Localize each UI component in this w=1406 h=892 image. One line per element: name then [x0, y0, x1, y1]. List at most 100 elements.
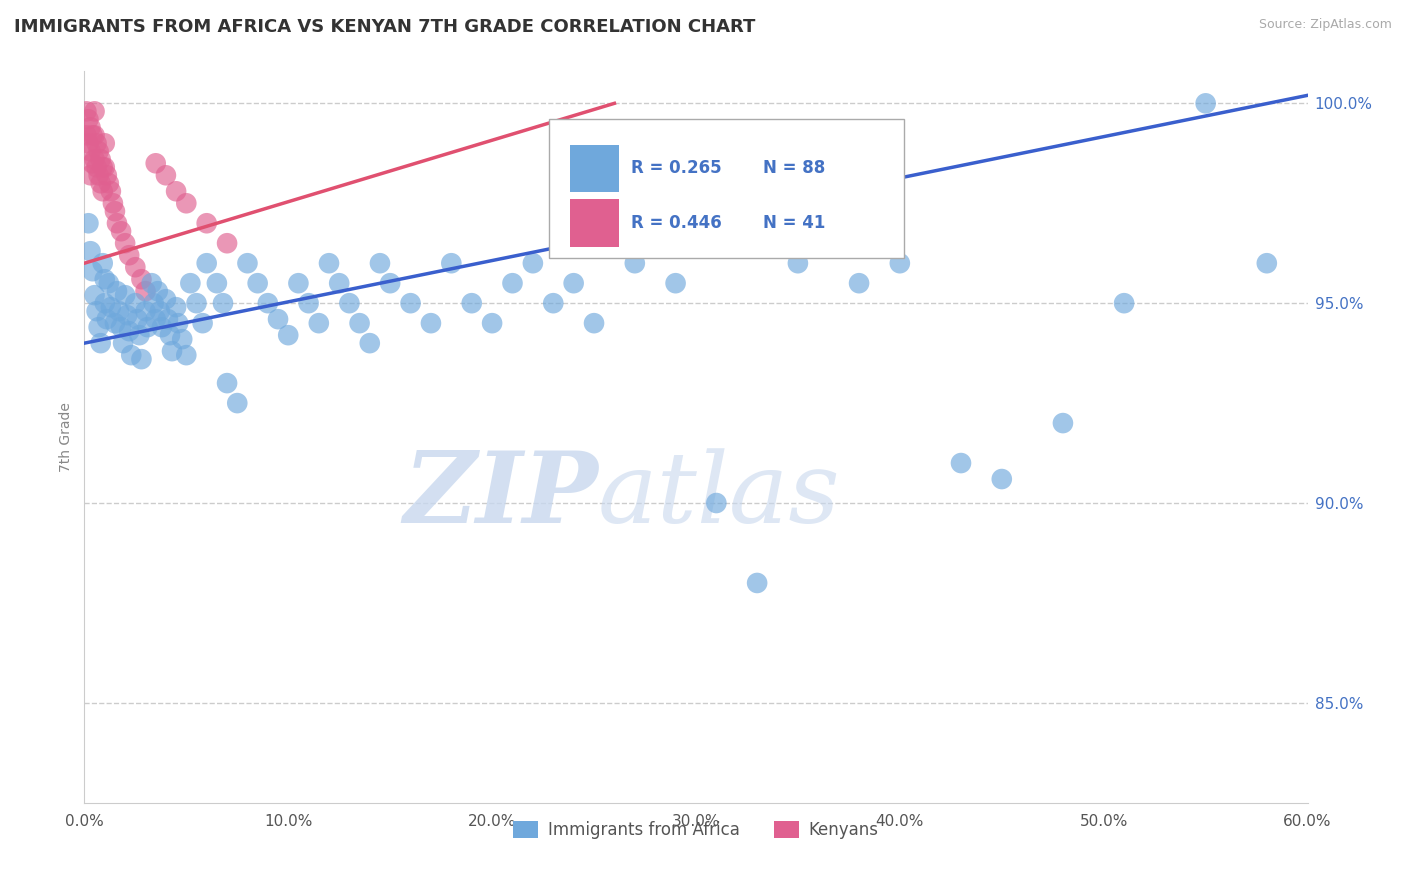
Y-axis label: 7th Grade: 7th Grade: [59, 402, 73, 472]
Point: [481, 316, 503, 330]
Text: N = 41: N = 41: [763, 214, 825, 233]
Point: [118, 248, 141, 262]
FancyBboxPatch shape: [569, 145, 619, 192]
Point: [86, 136, 108, 151]
Point: [82, 128, 104, 143]
Point: [502, 276, 524, 290]
Point: [135, 304, 157, 318]
Point: [226, 396, 249, 410]
Point: [128, 328, 150, 343]
Point: [79, 169, 101, 183]
Point: [97, 276, 120, 290]
Point: [217, 376, 239, 391]
Point: [101, 196, 124, 211]
Point: [142, 296, 165, 310]
Point: [461, 296, 484, 310]
Point: [287, 276, 309, 290]
Text: Source: ZipAtlas.com: Source: ZipAtlas.com: [1258, 18, 1392, 31]
Point: [165, 300, 187, 314]
Point: [308, 316, 330, 330]
Point: [155, 169, 177, 183]
Point: [160, 344, 183, 359]
Point: [1195, 96, 1218, 111]
Point: [108, 304, 131, 318]
Point: [114, 236, 136, 251]
Point: [141, 276, 163, 290]
Point: [131, 352, 153, 367]
Point: [562, 276, 585, 290]
Point: [75, 104, 97, 119]
Text: atlas: atlas: [598, 448, 841, 543]
Point: [93, 136, 115, 151]
Point: [991, 472, 1014, 486]
Point: [79, 120, 101, 135]
Point: [79, 244, 101, 259]
Point: [145, 156, 167, 170]
Point: [167, 316, 190, 330]
Point: [149, 304, 172, 318]
Point: [77, 216, 100, 230]
Point: [87, 145, 110, 159]
Point: [399, 296, 422, 310]
Point: [848, 276, 870, 290]
Point: [156, 312, 179, 326]
Point: [110, 320, 132, 334]
Point: [93, 272, 115, 286]
Point: [583, 216, 606, 230]
Point: [100, 300, 122, 314]
Point: [328, 276, 350, 290]
Text: R = 0.265: R = 0.265: [631, 159, 721, 177]
Point: [79, 145, 101, 159]
Point: [212, 296, 235, 310]
Point: [104, 204, 127, 219]
Point: [217, 236, 239, 251]
Point: [155, 292, 177, 306]
Point: [747, 576, 769, 591]
Point: [87, 320, 110, 334]
Point: [93, 296, 115, 310]
Point: [105, 216, 128, 230]
Point: [115, 308, 138, 322]
Point: [665, 276, 688, 290]
Point: [165, 184, 187, 198]
Point: [191, 316, 214, 330]
Point: [90, 176, 112, 190]
Text: R = 0.446: R = 0.446: [631, 214, 721, 233]
Point: [236, 256, 259, 270]
Point: [82, 156, 104, 170]
Point: [91, 161, 114, 175]
Point: [318, 256, 340, 270]
Point: [83, 104, 105, 119]
Point: [96, 169, 118, 183]
Point: [100, 184, 122, 198]
Point: [114, 288, 136, 302]
Point: [267, 312, 290, 326]
Point: [146, 284, 169, 298]
FancyBboxPatch shape: [569, 200, 619, 247]
Point: [136, 320, 159, 334]
Point: [97, 176, 120, 190]
Point: [583, 316, 606, 330]
Point: [124, 296, 146, 310]
Point: [83, 153, 105, 167]
Point: [105, 284, 128, 298]
Point: [368, 256, 391, 270]
Point: [257, 296, 280, 310]
Point: [135, 284, 157, 298]
Point: [706, 496, 728, 510]
Point: [205, 276, 228, 290]
Point: [127, 312, 149, 326]
Point: [150, 320, 173, 334]
Text: ZIP: ZIP: [404, 448, 598, 544]
Point: [91, 256, 114, 270]
Point: [179, 276, 201, 290]
Point: [522, 256, 544, 270]
Point: [1052, 416, 1074, 430]
Point: [1256, 256, 1278, 270]
Point: [195, 216, 218, 230]
Point: [359, 336, 381, 351]
Point: [83, 128, 105, 143]
Point: [93, 161, 115, 175]
Point: [104, 316, 127, 330]
Point: [124, 260, 146, 275]
